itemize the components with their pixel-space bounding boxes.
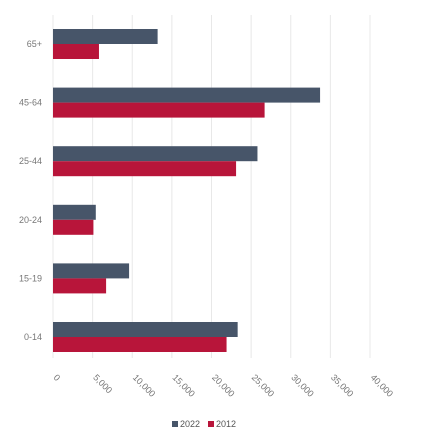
x-tick-label: 35,000 [329, 372, 356, 399]
x-axis-labels: 0 5,000 10,000 15,000 20,000 25,000 30,000 35,0… [52, 372, 396, 399]
bar-2022-65+ [53, 29, 158, 44]
bar-2012-15-19 [53, 278, 107, 294]
bar-2022-0-14 [53, 322, 238, 337]
x-tick-label: 5,000 [91, 372, 114, 395]
x-tick-label: 10,000 [131, 372, 158, 399]
legend-swatch-2012 [208, 421, 214, 427]
y-tick-label: 65+ [27, 39, 42, 49]
legend-label-2022: 2022 [180, 419, 200, 429]
x-tick-label: 15,000 [170, 372, 197, 399]
y-tick-label: 25-44 [19, 156, 42, 166]
y-tick-label: 0-14 [24, 332, 42, 342]
bars [53, 29, 321, 352]
x-tick-label: 40,000 [369, 372, 396, 399]
y-tick-label: 45-64 [19, 98, 42, 108]
x-tick-label: 30,000 [289, 372, 316, 399]
x-tick-label: 20,000 [210, 372, 237, 399]
x-tick-label: 0 [52, 372, 63, 383]
y-tick-label: 20-24 [19, 215, 42, 225]
bar-2022-20-24 [53, 204, 96, 220]
bar-2012-65+ [53, 44, 99, 59]
bar-2022-25-44 [53, 146, 258, 162]
bar-2012-20-24 [53, 219, 94, 235]
bar-2012-25-44 [53, 161, 237, 177]
legend-swatch-2022 [172, 421, 178, 427]
y-tick-label: 15-19 [19, 273, 42, 283]
bar-2022-15-19 [53, 263, 130, 279]
legend-label-2012: 2012 [216, 419, 236, 429]
bar-2012-0-14 [53, 337, 227, 352]
x-tick-label: 25,000 [250, 372, 277, 399]
bar-2022-45-64 [53, 87, 321, 103]
gridlines [52, 15, 371, 358]
bar-2012-45-64 [53, 102, 265, 118]
y-axis-labels: 65+ 45-64 25-44 20-24 15-19 0-14 [19, 39, 42, 342]
legend: 2022 2012 [172, 419, 236, 429]
